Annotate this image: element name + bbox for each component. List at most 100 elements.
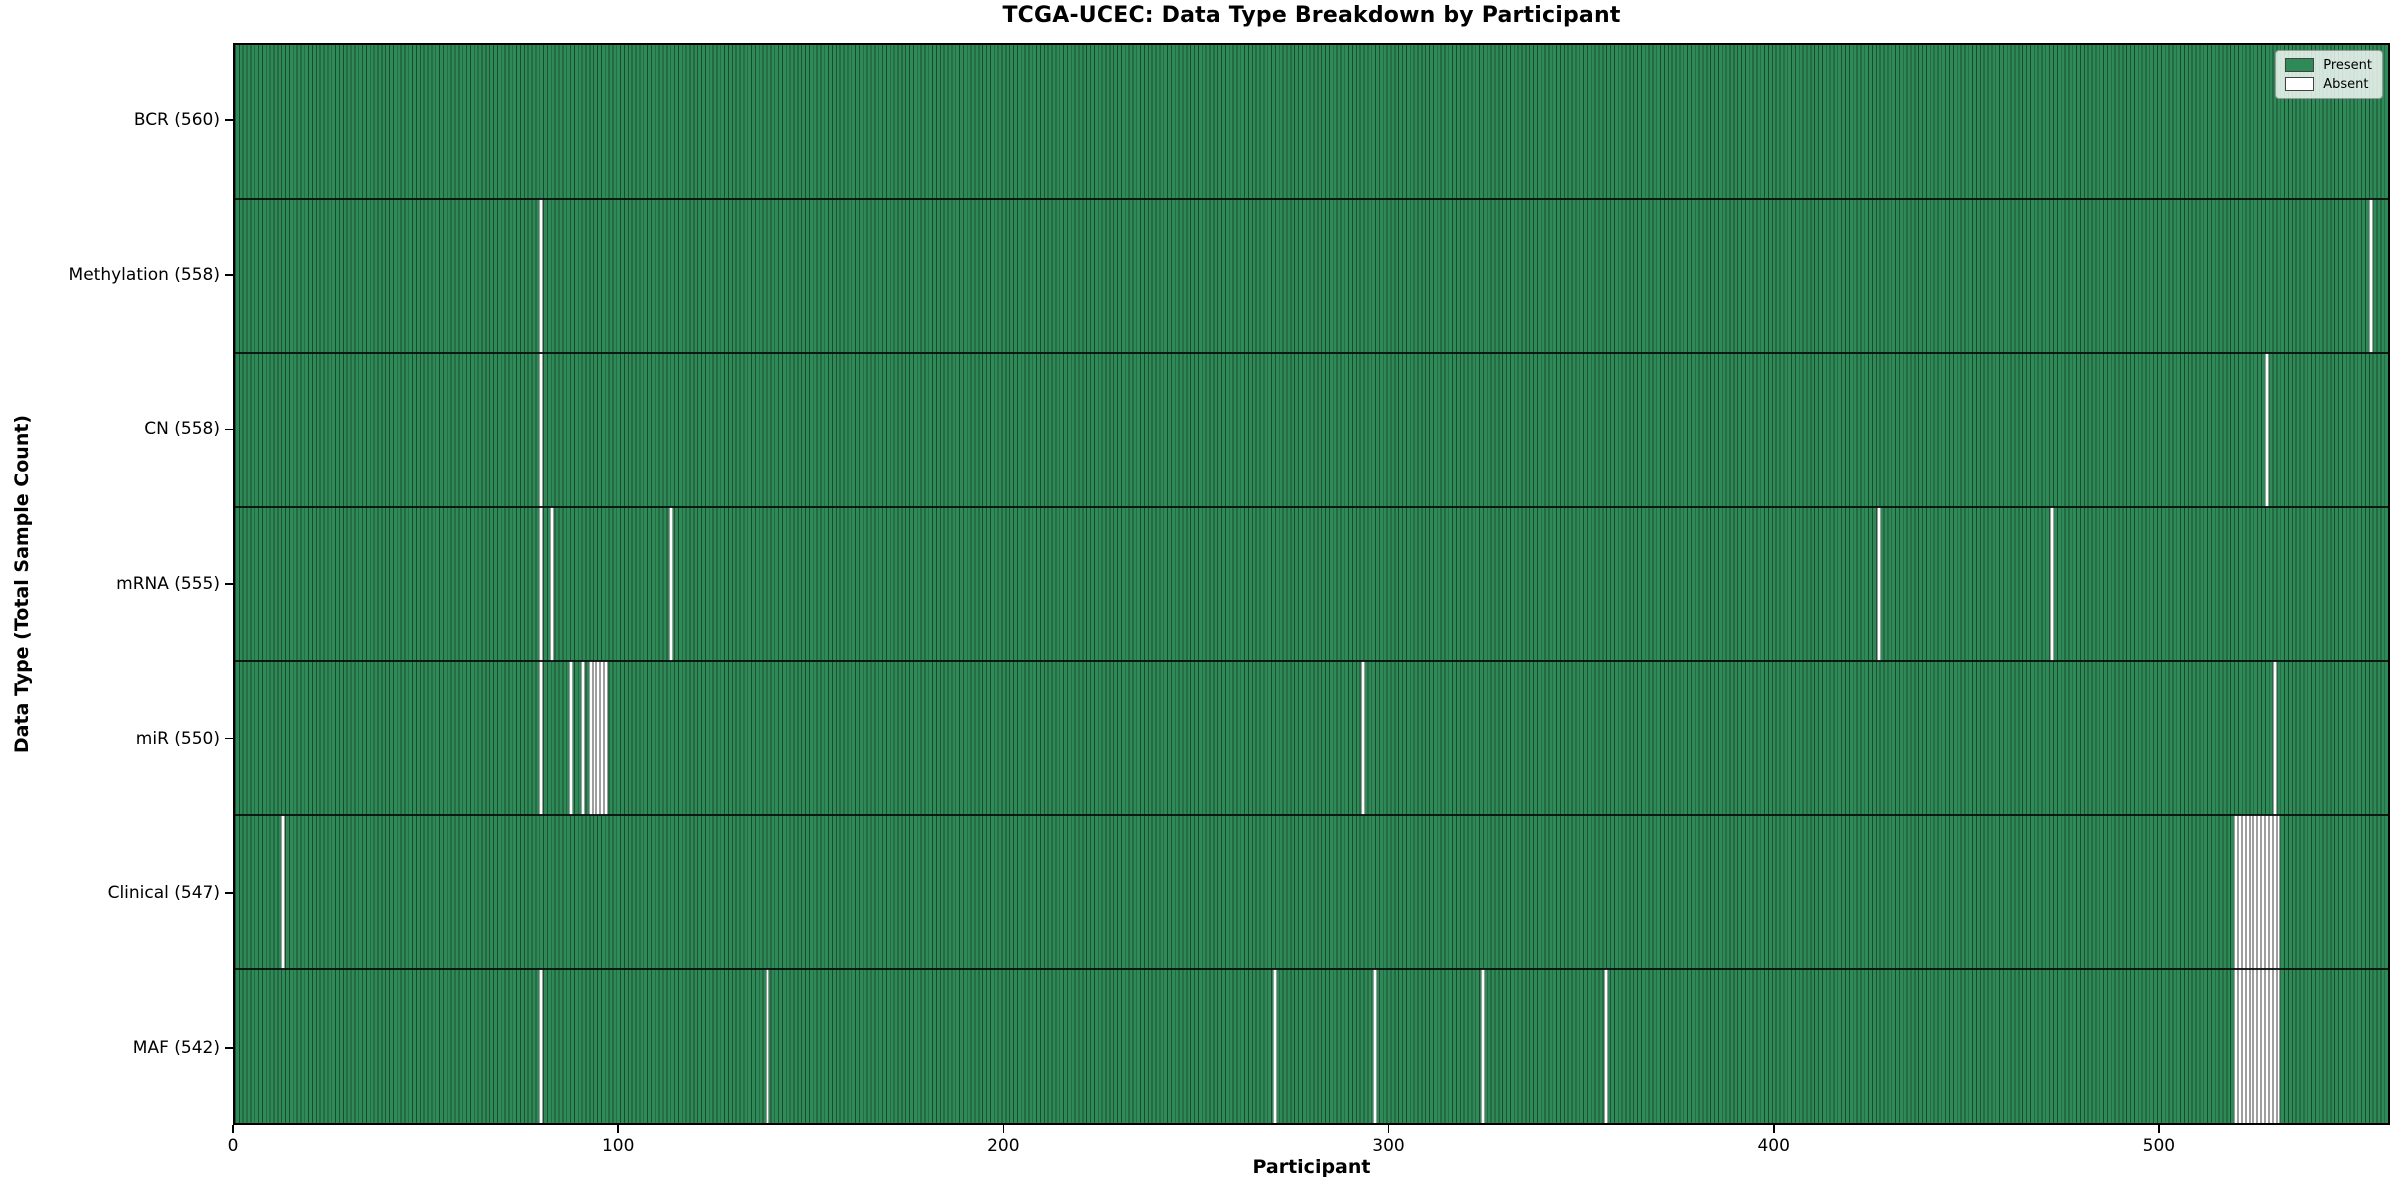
row-divider-line xyxy=(235,506,2388,508)
y-tick-mark xyxy=(225,119,233,122)
absent-bar xyxy=(2241,969,2246,1123)
absent-swatch-icon xyxy=(2285,77,2315,91)
absent-bar xyxy=(2264,969,2269,1123)
absent-bar xyxy=(1373,969,1377,1123)
absent-bar xyxy=(2238,815,2242,969)
absent-bar xyxy=(2261,815,2265,969)
absent-bar xyxy=(1603,969,1608,1123)
absent-bar xyxy=(538,661,543,815)
absent-bar xyxy=(592,661,597,815)
x-tick-label-0: 0 xyxy=(227,1136,239,1156)
absent-bar xyxy=(2249,815,2254,969)
x-axis-label: Participant xyxy=(1252,1156,1371,1178)
legend-label-absent: Absent xyxy=(2323,76,2369,92)
absent-bar xyxy=(2234,815,2239,969)
datatype-row-Clinical xyxy=(235,815,2388,969)
row-divider-line xyxy=(235,198,2388,200)
absent-bar xyxy=(2253,969,2258,1123)
datatype-row-Methylation xyxy=(235,199,2388,353)
absent-bar xyxy=(2268,969,2273,1123)
present-bars-Methylation xyxy=(235,199,2388,353)
y-tick-label-MAF: MAF (542) xyxy=(132,1037,220,1058)
present-bars-MAF xyxy=(235,969,2388,1123)
absent-bar xyxy=(2276,815,2281,969)
absent-bar xyxy=(600,661,605,815)
present-bars-mRNA xyxy=(235,507,2388,661)
absent-bar xyxy=(765,969,770,1123)
absent-bar xyxy=(538,353,543,507)
absent-bar xyxy=(2261,969,2265,1123)
y-tick-mark xyxy=(225,274,233,276)
absent-bar xyxy=(538,969,543,1123)
absent-bar xyxy=(2257,815,2262,969)
datatype-row-miR xyxy=(235,661,2388,815)
absent-bar xyxy=(669,507,674,661)
absent-bar xyxy=(2253,815,2258,969)
y-tick-label-miR: miR (550) xyxy=(135,728,220,749)
absent-bar xyxy=(2264,353,2269,507)
absent-bar xyxy=(2241,815,2246,969)
absent-bar xyxy=(281,815,285,969)
x-tick-mark xyxy=(2158,1125,2160,1133)
absent-bar xyxy=(604,661,608,815)
absent-bar xyxy=(1876,507,1881,661)
absent-bar xyxy=(550,507,555,661)
datatype-row-BCR xyxy=(235,45,2388,199)
present-bars-CN xyxy=(235,353,2388,507)
x-tick-label-500: 500 xyxy=(2142,1136,2176,1156)
y-tick-mark xyxy=(225,428,233,431)
absent-bar xyxy=(2264,815,2269,969)
absent-bar xyxy=(2257,969,2262,1123)
y-tick-mark xyxy=(225,892,233,894)
row-divider-line xyxy=(235,660,2388,662)
plot-area: Present Absent xyxy=(233,43,2390,1125)
absent-bar xyxy=(2245,969,2250,1123)
absent-bar xyxy=(2238,969,2242,1123)
y-tick-label-CN: CN (558) xyxy=(144,419,220,440)
absent-bar xyxy=(569,661,574,815)
row-divider-line xyxy=(235,352,2388,354)
absent-bar xyxy=(1361,661,1366,815)
absent-bar xyxy=(538,199,543,353)
legend: Present Absent xyxy=(2275,50,2383,99)
x-tick-label-300: 300 xyxy=(1372,1136,1405,1156)
legend-entry-absent: Absent xyxy=(2285,77,2372,91)
absent-bar xyxy=(2276,969,2281,1123)
legend-entry-present: Present xyxy=(2285,58,2372,72)
x-tick-mark xyxy=(1002,1125,1005,1133)
legend-label-present: Present xyxy=(2323,57,2372,73)
x-tick-mark xyxy=(232,1125,234,1133)
absent-bar xyxy=(2234,969,2239,1123)
absent-bar xyxy=(538,507,543,661)
absent-bar xyxy=(2368,199,2373,353)
y-tick-label-BCR: BCR (560) xyxy=(133,110,220,131)
absent-bar xyxy=(2249,969,2254,1123)
present-bars-BCR xyxy=(235,45,2388,199)
row-divider-line xyxy=(235,814,2388,816)
y-tick-mark xyxy=(225,1046,233,1049)
datatype-row-CN xyxy=(235,353,2388,507)
absent-bar xyxy=(2272,969,2277,1123)
present-swatch-icon xyxy=(2285,58,2315,72)
y-tick-mark xyxy=(225,737,233,740)
absent-bar xyxy=(1273,969,1277,1123)
present-bars-Clinical xyxy=(235,815,2388,969)
present-bars-miR xyxy=(235,661,2388,815)
absent-bar xyxy=(596,661,601,815)
x-tick-label-100: 100 xyxy=(601,1136,635,1156)
datatype-row-mRNA xyxy=(235,507,2388,661)
absent-bar xyxy=(2272,661,2277,815)
y-tick-mark xyxy=(225,583,233,585)
chart-title: TCGA-UCEC: Data Type Breakdown by Partic… xyxy=(1002,3,1621,28)
absent-bar xyxy=(1480,969,1485,1123)
datatype-rows-container xyxy=(235,45,2388,1123)
y-tick-label-Methylation: Methylation (558) xyxy=(68,264,220,285)
absent-bar xyxy=(581,661,585,815)
x-tick-mark xyxy=(617,1125,619,1133)
absent-bar xyxy=(2268,815,2273,969)
absent-bar xyxy=(588,661,593,815)
x-tick-label-200: 200 xyxy=(987,1136,1020,1156)
x-tick-mark xyxy=(1772,1125,1775,1133)
x-tick-label-400: 400 xyxy=(1757,1136,1790,1156)
